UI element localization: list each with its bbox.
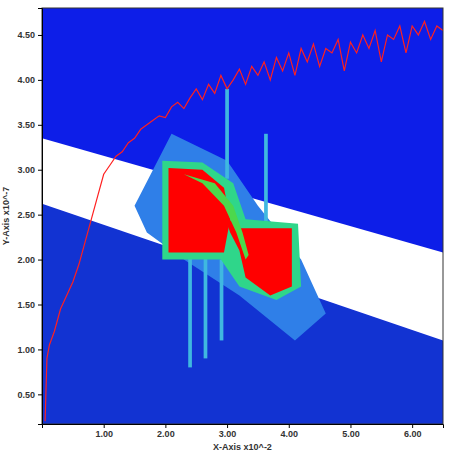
y-axis-title: Y-Axis x10^-7 [1,187,11,245]
y-tick-mark [38,35,42,36]
contour-region [225,89,229,179]
x-tick: 3.00 [219,424,237,439]
contour-region [264,134,268,224]
contour-region [220,260,224,341]
frame [42,8,443,424]
y-tick-mark [38,215,42,216]
y-tick-label: 3.50 [17,120,35,130]
y-tick-mark [38,80,42,81]
y-axis-line [38,9,43,425]
x-tick: 2.00 [157,424,175,439]
y-tick-label: 2.50 [17,210,35,220]
contour-region [42,8,443,424]
x-axis-title: X-Axis x10^-2 [213,442,272,452]
chart: 1.00 2.00 3.00 4.00 5.00 6.00 0.50 1.00 1.50 2.00… [0,0,449,455]
y-tick-label: 0.50 [17,390,35,400]
y-tick-mark [38,349,42,350]
y-axis: 0.50 1.00 1.50 2.00 2.50 3.00 3.50 4.00 4.50 [17,9,42,425]
y-tick: 3.00 [17,165,42,175]
x-tick-mark [350,424,351,428]
y-tick-label: 1.00 [17,345,35,355]
y-tick-mark [38,305,42,306]
x-tick: 5.00 [342,424,360,439]
line [45,21,443,421]
y-tick: 3.50 [17,120,42,130]
contour-region [162,161,301,300]
y-tick-label: 4.50 [17,30,35,40]
y-tick-mark [38,394,42,395]
contour-region [42,138,443,340]
y-tick-label: 4.00 [17,75,35,85]
plot: 1.00 2.00 3.00 4.00 5.00 6.00 0.50 1.00 1.50 2.00… [17,8,443,439]
contour-region [204,251,208,359]
y-tick-mark [38,170,42,171]
y-tick: 1.50 [17,300,42,310]
x-tick-label: 3.00 [219,429,237,439]
y-tick: 4.50 [17,30,42,40]
y-tick-mark [38,125,42,126]
x-tick-mark [289,424,290,428]
x-axis-line [43,425,444,429]
y-tick: 2.50 [17,210,42,220]
x-tick: 6.00 [404,424,422,439]
x-axis: 1.00 2.00 3.00 4.00 5.00 6.00 [43,424,444,439]
x-tick-label: 4.00 [281,429,299,439]
y-tick: 2.00 [17,255,42,265]
y-tick-label: 1.50 [17,300,35,310]
x-tick-label: 5.00 [342,429,360,439]
plot-area [42,8,443,424]
y-tick-label: 3.00 [17,165,35,175]
x-tick-mark [165,424,166,428]
contour-region [188,251,192,368]
x-tick-mark [227,424,228,428]
contour-region [184,174,249,259]
x-tick-mark [412,424,413,428]
y-tick-mark [38,260,42,261]
y-tick: 4.00 [17,75,42,85]
x-tick-label: 6.00 [404,429,422,439]
x-tick-mark [104,424,105,428]
y-tick: 0.50 [17,390,42,400]
y-tick: 1.00 [17,345,42,355]
x-tick: 4.00 [281,424,299,439]
x-tick: 1.00 [95,424,113,439]
y-tick-label: 2.00 [17,255,35,265]
contour-region [135,134,326,341]
x-tick-label: 1.00 [95,429,113,439]
x-tick-label: 2.00 [157,429,175,439]
